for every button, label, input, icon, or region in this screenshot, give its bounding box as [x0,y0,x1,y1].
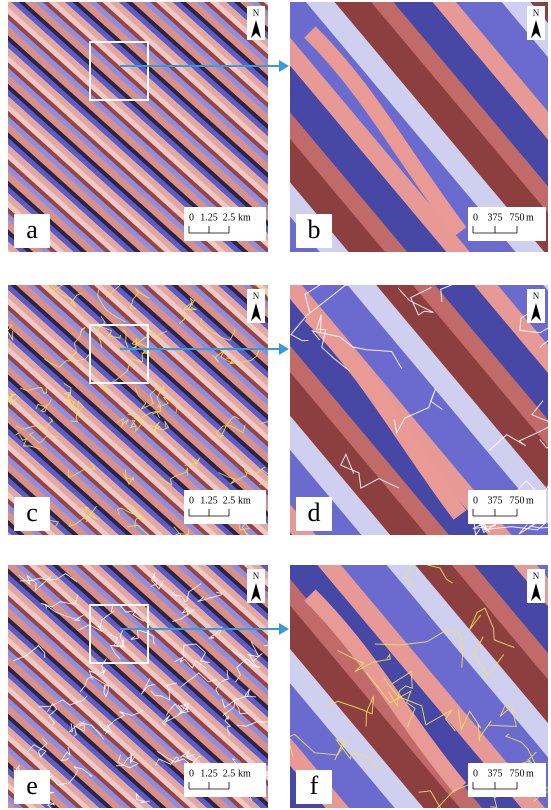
map-panel: Na 0 1.25 2.5km [8,2,289,252]
scale-tick-label: 375 [488,212,503,223]
panel-label: a [26,215,38,244]
scale-tick-label: 2.5 [223,212,236,223]
north-label: N [253,8,260,18]
scale-box [468,763,546,797]
scale-tick-label: 0 [189,768,194,779]
north-label: N [533,571,540,581]
scale-tick-label: 0 [473,768,478,779]
scale-unit: m [526,212,534,223]
panel-label: c [26,498,38,527]
north-label: N [533,291,540,301]
scale-tick-label: 0 [473,212,478,223]
zoom-arrowhead [279,623,289,635]
scale-tick-label: 1.25 [200,768,218,779]
panel-label: b [308,215,321,244]
scale-tick-label: 0 [189,212,194,223]
scale-tick-label: 2.5 [223,768,236,779]
north-label: N [253,291,260,301]
scale-tick-label: 750 [510,212,525,223]
scale-box [468,207,546,241]
scale-unit: km [238,495,251,506]
scale-tick-label: 2.5 [223,495,236,506]
figure: Na01.252.5kmNb0375750mNc01.252.5kmNd0375… [0,0,551,810]
scale-box [468,490,546,524]
scale-unit: km [238,212,251,223]
scale-tick-label: 750 [510,495,525,506]
scale-tick-label: 375 [488,495,503,506]
scale-tick-label: 750 [510,768,525,779]
north-label: N [253,571,260,581]
scale-tick-label: 375 [488,768,503,779]
scale-tick-label: 1.25 [200,212,218,223]
scale-tick-label: 1.25 [200,495,218,506]
panel-label: e [26,771,38,800]
zoom-arrowhead [279,60,289,72]
zoom-arrowhead [279,343,289,355]
north-label: N [533,8,540,18]
scale-unit: km [238,768,251,779]
scale-unit: m [526,768,534,779]
panel-label: d [308,498,321,527]
scale-tick-label: 0 [473,495,478,506]
panel-label: f [310,771,319,800]
scale-unit: m [526,495,534,506]
boundary-line [245,555,267,566]
scale-tick-label: 0 [189,495,194,506]
